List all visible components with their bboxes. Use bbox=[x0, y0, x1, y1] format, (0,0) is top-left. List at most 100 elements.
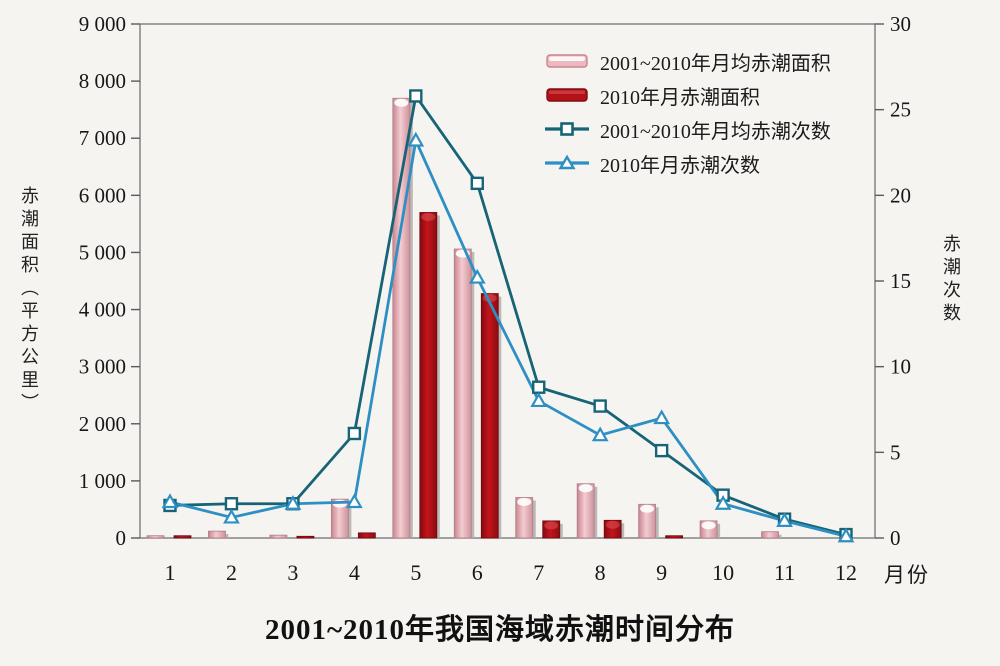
bar-mean-area bbox=[761, 531, 779, 539]
right-axis-tick-label: 20 bbox=[890, 183, 911, 207]
marker-triangle-2010-count bbox=[345, 493, 363, 509]
bar-mean-area bbox=[392, 97, 411, 539]
left-axis-title: 赤潮面积（平方公里） bbox=[19, 186, 39, 416]
x-axis-tick-label: 3 bbox=[287, 560, 298, 585]
marker-triangle-2010-count bbox=[468, 268, 486, 284]
marker-triangle-2010-count bbox=[407, 131, 425, 147]
legend-item-2010-count: 2010年月赤潮次数 bbox=[545, 146, 895, 180]
marker-triangle-2010-count bbox=[653, 409, 671, 425]
bar-2010-area bbox=[357, 532, 376, 539]
bar-mean-area-shadow bbox=[532, 500, 536, 538]
bar-mean-area bbox=[638, 503, 657, 539]
x-axis-tick-label: 10 bbox=[712, 560, 734, 585]
bar-mean-area bbox=[269, 534, 288, 539]
marker-triangle-2010-count bbox=[223, 508, 240, 524]
marker-square-mean-count bbox=[224, 497, 239, 511]
left-axis-tick-label: 4 000 bbox=[79, 298, 126, 322]
right-axis-tick-label: 5 bbox=[890, 440, 901, 464]
legend: 2001~2010年月均赤潮面积 2010年月赤潮面积 2001~2010年月均… bbox=[545, 44, 895, 180]
x-axis-tick-label: 2 bbox=[226, 560, 237, 585]
bar-mean-area-shadow bbox=[655, 507, 659, 538]
bar-2010-area-shadow bbox=[498, 296, 502, 538]
x-axis-tick-label: 12 bbox=[835, 560, 857, 585]
line-mean-count bbox=[168, 94, 848, 536]
marker-triangle-2010-count bbox=[284, 494, 302, 510]
left-axis-tick-label: 5 000 bbox=[79, 240, 126, 264]
bar-mean-area-shadow bbox=[225, 534, 229, 538]
right-axis-tick-label: 25 bbox=[890, 98, 911, 122]
x-axis-tick-label: 7 bbox=[533, 560, 544, 585]
bar-mean-area bbox=[208, 530, 226, 539]
legend-label: 2010年月赤潮面积 bbox=[600, 86, 760, 109]
marker-triangle-2010-count bbox=[714, 494, 732, 510]
bar-2010-area-highlight bbox=[605, 520, 620, 529]
x-axis-title: 月份 bbox=[884, 563, 930, 587]
right-axis-tick-label: 30 bbox=[890, 12, 911, 36]
marker-square-mean-count bbox=[654, 443, 669, 458]
x-axis-tick-label: 9 bbox=[656, 560, 667, 585]
x-axis-tick-label: 5 bbox=[410, 560, 421, 585]
mean-count-line-swatch-icon bbox=[545, 122, 589, 136]
count-2010-line-swatch-icon bbox=[545, 154, 589, 170]
bar-mean-area-highlight bbox=[640, 504, 655, 513]
legend-label: 2001~2010年月均赤潮次数 bbox=[600, 120, 831, 143]
left-axis-tick-label: 0 bbox=[116, 526, 127, 550]
marker-square-mean-count bbox=[593, 399, 607, 413]
bar-mean-area-shadow bbox=[717, 523, 721, 538]
bar-2010-area-shadow bbox=[621, 523, 625, 538]
marker-square-mean-count bbox=[409, 89, 423, 103]
right-axis-tick-label: 0 bbox=[890, 526, 901, 550]
legend-label: 2010年月赤潮次数 bbox=[600, 154, 760, 177]
bar-2010-area-shadow bbox=[436, 215, 440, 538]
marker-triangle-2010-count bbox=[161, 493, 179, 509]
legend-item-mean-count: 2001~2010年月均赤潮次数 bbox=[545, 112, 895, 146]
left-axis-tick-label: 3 000 bbox=[79, 355, 126, 379]
marker-triangle-2010-count bbox=[776, 512, 793, 527]
bar-2010-area bbox=[173, 535, 192, 539]
right-axis-tick-label: 10 bbox=[890, 355, 911, 379]
x-axis-tick-label: 1 bbox=[165, 560, 176, 585]
marker-triangle-2010-count bbox=[591, 426, 609, 442]
bar-mean-area bbox=[146, 535, 165, 539]
marker-triangle-2010-count bbox=[530, 392, 548, 408]
left-axis-tick-label: 6 000 bbox=[79, 183, 126, 207]
chart-canvas: 0 1 000 2 000 3 000 4 000 5 000 6 000 7 000 8 00… bbox=[79, 12, 911, 585]
x-axis-tick-label: 11 bbox=[774, 560, 795, 585]
bar-mean-area bbox=[453, 248, 472, 539]
bar-2010-area bbox=[296, 535, 315, 539]
bar-mean-area-highlight bbox=[394, 98, 409, 107]
legend-item-2010-area: 2010年月赤潮面积 bbox=[545, 78, 895, 112]
bar-mean-area-highlight bbox=[701, 521, 716, 530]
bar-2010-area-highlight bbox=[421, 212, 436, 221]
left-axis-tick-label: 7 000 bbox=[79, 126, 126, 150]
legend-item-mean-area: 2001~2010年月均赤潮面积 bbox=[545, 44, 895, 78]
chart-title: 2001~2010年我国海域赤潮时间分布 bbox=[264, 614, 736, 646]
marker-square-mean-count bbox=[470, 176, 484, 191]
right-axis-tick-label: 15 bbox=[890, 269, 911, 293]
left-axis-tick-label: 1 000 bbox=[79, 469, 126, 493]
bar-2010-area bbox=[419, 212, 438, 539]
bar-mean-area-shadow bbox=[778, 534, 782, 538]
bar-2010-area bbox=[480, 293, 499, 539]
x-axis-tick-label: 4 bbox=[349, 560, 360, 585]
legend-label: 2001~2010年月均赤潮面积 bbox=[600, 52, 831, 75]
bar-2010-area bbox=[665, 535, 684, 539]
bar-mean-area bbox=[576, 483, 595, 539]
right-axis-title: 赤潮次数 bbox=[941, 234, 961, 326]
x-axis-tick-label: 8 bbox=[595, 560, 606, 585]
bar-mean-area-shadow bbox=[471, 252, 475, 539]
bar-mean-area-highlight bbox=[578, 484, 593, 493]
bar-2010-area-shadow bbox=[559, 523, 563, 538]
left-axis-tick-label: 9 000 bbox=[79, 12, 126, 36]
bar-2010-area-highlight bbox=[544, 521, 559, 530]
bar-mean-area-shadow bbox=[594, 486, 598, 538]
marker-square-mean-count bbox=[347, 426, 362, 441]
left-axis-tick-label: 2 000 bbox=[79, 412, 126, 436]
marker-square-mean-count bbox=[532, 380, 546, 394]
bar-mean-area-shadow bbox=[409, 101, 413, 538]
area-2010-bar-swatch-icon bbox=[546, 88, 588, 102]
line-2010-count bbox=[168, 139, 848, 538]
marker-triangle-2010-count bbox=[837, 527, 855, 543]
bar-mean-area bbox=[330, 498, 349, 539]
